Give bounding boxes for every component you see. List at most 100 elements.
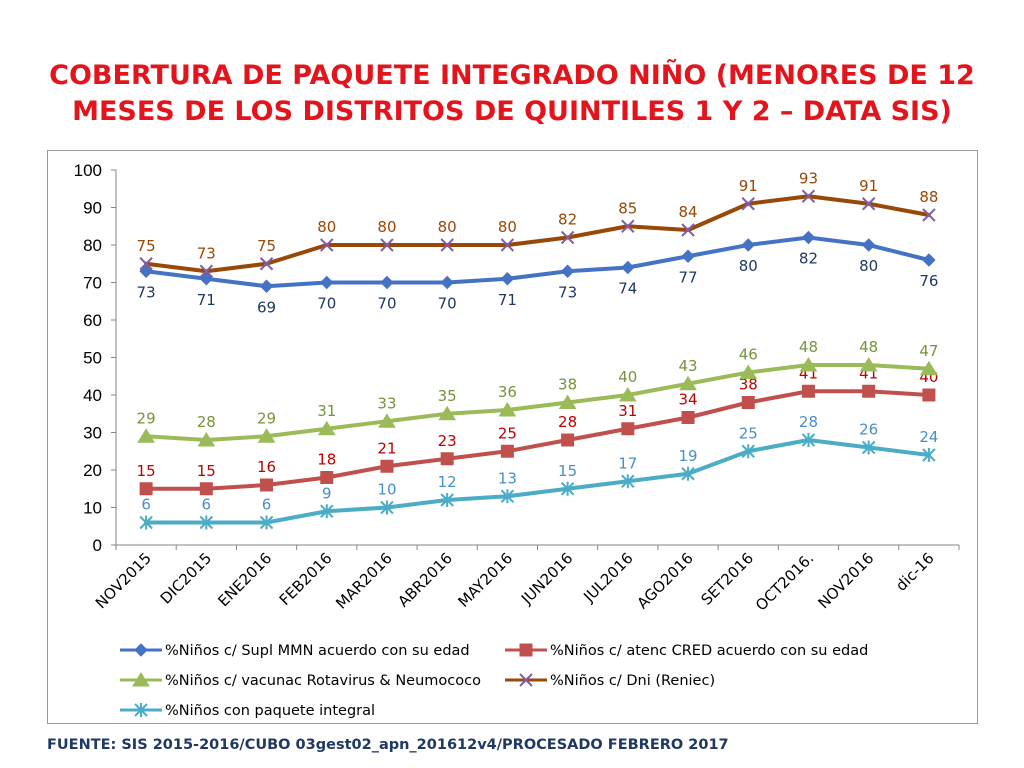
data-label: 75 — [137, 237, 156, 255]
y-tick-label: 80 — [83, 236, 102, 255]
data-label: 6 — [202, 496, 212, 514]
data-label: 46 — [739, 346, 758, 364]
data-label: 73 — [197, 244, 216, 262]
data-point-marker — [739, 364, 758, 379]
data-point-marker — [199, 515, 214, 530]
data-point-marker — [380, 500, 394, 515]
data-label: 21 — [377, 439, 396, 457]
data-label: 18 — [317, 451, 336, 469]
data-label: 77 — [678, 268, 697, 286]
data-point-marker — [861, 238, 876, 252]
data-label: 88 — [919, 188, 938, 206]
data-label: 15 — [558, 462, 577, 480]
data-label: 73 — [558, 283, 577, 301]
series-line — [144, 194, 931, 274]
data-point-marker — [500, 272, 515, 286]
x-tick-label: FEB2016 — [276, 549, 336, 609]
data-label: 6 — [141, 496, 151, 514]
data-point-marker — [919, 360, 938, 376]
y-tick-label: 60 — [83, 311, 102, 330]
data-point-marker — [134, 703, 148, 717]
data-label: 75 — [257, 237, 276, 255]
data-point-marker — [500, 444, 514, 458]
x-tick-label: OCT2016. — [752, 549, 817, 614]
data-point-marker — [440, 493, 454, 507]
data-label: 82 — [558, 211, 577, 229]
data-point-marker — [259, 279, 274, 293]
series-line — [144, 389, 931, 491]
y-tick-label: 10 — [83, 499, 102, 518]
data-label: 48 — [799, 338, 818, 356]
data-label: 91 — [859, 177, 878, 195]
data-label: 38 — [558, 376, 577, 394]
data-point-marker — [320, 238, 334, 252]
data-point-marker — [438, 405, 457, 421]
data-label: 28 — [558, 413, 577, 431]
x-tick-label: SET2016 — [697, 549, 757, 609]
data-point-marker — [197, 432, 216, 447]
data-label: 47 — [919, 342, 938, 360]
data-point-marker — [621, 219, 635, 233]
data-point-marker — [681, 466, 695, 481]
data-label: 40 — [618, 368, 637, 386]
data-point-marker — [137, 428, 156, 443]
data-label: 82 — [799, 250, 818, 268]
x-tick-label: MAR2016 — [332, 549, 396, 613]
data-point-marker — [257, 428, 276, 443]
data-label: 74 — [618, 280, 637, 298]
data-point-marker — [378, 413, 396, 428]
data-label: 35 — [438, 387, 457, 405]
data-label: 25 — [498, 424, 517, 442]
data-point-marker — [259, 515, 274, 530]
data-point-marker — [861, 440, 876, 455]
data-label: 10 — [377, 481, 396, 499]
y-tick-label: 30 — [83, 424, 102, 443]
data-label: 24 — [919, 428, 938, 446]
x-tick-label: AGO2016 — [634, 549, 697, 612]
data-point-marker — [801, 230, 816, 245]
data-point-marker — [260, 478, 274, 492]
data-label: 71 — [498, 291, 517, 309]
data-point-marker — [801, 384, 815, 398]
data-label: 6 — [262, 496, 272, 514]
data-label: 34 — [678, 391, 697, 409]
data-point-marker — [741, 238, 755, 252]
data-label: 23 — [438, 432, 457, 450]
y-tick-label: 90 — [83, 199, 102, 218]
data-point-marker — [922, 208, 936, 222]
data-point-marker — [317, 420, 336, 436]
x-tick-label: ABR2016 — [394, 549, 456, 611]
source-footer: FUENTE: SIS 2015-2016/CUBO 03gest02_apn_… — [47, 737, 729, 753]
data-label: 33 — [377, 394, 396, 412]
data-label: 70 — [317, 295, 336, 313]
data-label: 84 — [678, 203, 697, 221]
data-point-marker — [320, 471, 334, 484]
line-chart: 0 10 20 30 40 50 60 70 80 90 100 NOV2015 DIC2015 ENE2… — [74, 161, 960, 719]
x-tick-label: NOV2015 — [92, 549, 155, 612]
data-point-marker — [801, 189, 816, 203]
data-point-marker — [320, 275, 334, 290]
data-point-marker — [560, 230, 575, 245]
data-point-marker — [679, 375, 697, 391]
data-label: 76 — [919, 272, 938, 290]
data-label: 29 — [137, 409, 156, 427]
legend-entry: %Niños c/ Supl MMN acuerdo con su edad — [165, 643, 470, 659]
data-point-marker — [621, 422, 635, 436]
data-point-marker — [799, 357, 818, 372]
data-label: 9 — [322, 484, 332, 502]
data-point-marker — [922, 388, 936, 402]
y-tick-label: 20 — [83, 461, 102, 480]
data-label: 91 — [739, 177, 758, 195]
legend-entry: %Niños c/ atenc CRED acuerdo con su edad — [550, 643, 868, 659]
title-line-1: COBERTURA DE PAQUETE INTEGRADO NIÑO (MEN… — [49, 60, 975, 91]
data-label: 12 — [438, 473, 457, 491]
x-tick-label: DIC2015 — [157, 549, 215, 607]
data-point-marker — [498, 402, 517, 417]
x-tick-label: JUL2016 — [579, 549, 636, 606]
title-line-2: MESES DE LOS DISTRITOS DE QUINTILES 1 Y … — [72, 96, 952, 127]
data-point-marker — [380, 275, 394, 290]
data-label: 15 — [197, 462, 216, 480]
data-point-marker — [199, 272, 214, 286]
series-line — [144, 235, 931, 289]
data-point-marker — [519, 643, 533, 657]
